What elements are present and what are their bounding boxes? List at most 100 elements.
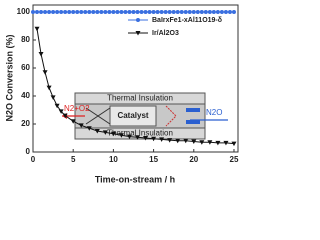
x-tick-label: 25 — [230, 155, 239, 164]
annotation: Catalyst — [117, 111, 148, 120]
point — [179, 10, 184, 14]
point — [39, 10, 44, 14]
point — [86, 126, 92, 131]
point — [115, 10, 120, 14]
point — [95, 10, 100, 14]
x-tick-label: 15 — [149, 155, 158, 164]
point — [223, 140, 229, 146]
point — [46, 85, 52, 91]
point — [155, 10, 160, 14]
insulation — [74, 127, 206, 140]
point — [42, 70, 48, 75]
y-axis-label: N2O Conversion (%) — [4, 34, 14, 121]
point — [187, 10, 192, 14]
point — [131, 10, 136, 14]
annotation: N2O — [206, 108, 222, 117]
point — [87, 10, 92, 14]
point — [107, 10, 112, 14]
y-tick-label: 100 — [17, 7, 31, 16]
point — [135, 135, 141, 140]
insulation — [74, 92, 206, 105]
point — [111, 10, 116, 14]
point — [215, 140, 221, 146]
point — [62, 113, 68, 119]
inlet — [186, 108, 200, 112]
point — [31, 10, 35, 14]
point — [183, 10, 188, 14]
point — [50, 95, 56, 100]
x-tick-label: 5 — [71, 155, 76, 164]
point — [103, 10, 108, 14]
point — [211, 10, 216, 14]
point — [135, 10, 140, 14]
point — [175, 138, 181, 144]
point — [127, 10, 132, 14]
point — [191, 10, 196, 14]
point — [143, 10, 148, 14]
y-tick-label: 40 — [21, 91, 30, 100]
y-tick-label: 20 — [21, 119, 30, 128]
point — [207, 10, 212, 14]
point — [35, 10, 40, 14]
point — [63, 10, 68, 14]
hatch — [165, 105, 177, 127]
point — [147, 10, 152, 14]
inlet — [186, 120, 200, 124]
point — [227, 10, 232, 14]
point — [223, 10, 228, 14]
point — [34, 26, 40, 32]
point — [167, 138, 173, 143]
point — [71, 10, 76, 14]
x-tick-label: 10 — [109, 155, 118, 164]
legend-marker — [135, 31, 141, 36]
point — [139, 10, 144, 14]
point — [126, 134, 132, 140]
point — [191, 139, 197, 144]
y-tick-label: 80 — [21, 35, 30, 44]
reactor-neck — [85, 107, 111, 125]
point — [167, 10, 172, 14]
point — [55, 10, 60, 14]
point — [231, 10, 236, 14]
annotation: Thermal Insulation — [107, 94, 173, 103]
point — [183, 138, 189, 144]
point — [171, 10, 176, 14]
point — [70, 119, 76, 124]
y-tick-label: 0 — [26, 147, 31, 156]
legend-label: BaIrxFe1-xAl11O19-δ — [152, 17, 222, 24]
point — [159, 137, 165, 142]
inset-diagram: Thermal Insulation Catalyst Thermal Insu… — [62, 92, 228, 140]
point — [83, 10, 88, 14]
point — [58, 109, 64, 114]
x-axis-label: Time-on-stream / h — [95, 174, 175, 184]
point — [159, 10, 164, 14]
point — [119, 10, 124, 14]
point — [143, 136, 149, 141]
point — [102, 130, 108, 135]
legend-marker — [136, 18, 140, 22]
point — [123, 10, 128, 14]
point — [199, 10, 204, 14]
point — [199, 140, 205, 145]
point — [207, 140, 213, 145]
plot-frame — [32, 4, 239, 153]
chart: Thermal Insulation Catalyst Thermal Insu… — [4, 4, 239, 184]
point — [78, 123, 84, 128]
point — [110, 131, 116, 137]
legend-label: Ir/Al2O3 — [152, 30, 179, 37]
point — [91, 10, 96, 14]
annotation: N2+O2 — [64, 104, 90, 113]
point — [94, 129, 100, 134]
point — [38, 52, 44, 57]
point — [219, 10, 224, 14]
point — [118, 133, 124, 138]
x-tick-label: 20 — [189, 155, 198, 164]
annotation: Thermal Insulation — [107, 129, 173, 138]
point — [231, 141, 237, 147]
point — [99, 10, 104, 14]
point — [59, 10, 64, 14]
point — [195, 10, 200, 14]
point — [151, 10, 156, 14]
point — [203, 10, 208, 14]
point — [151, 136, 157, 142]
